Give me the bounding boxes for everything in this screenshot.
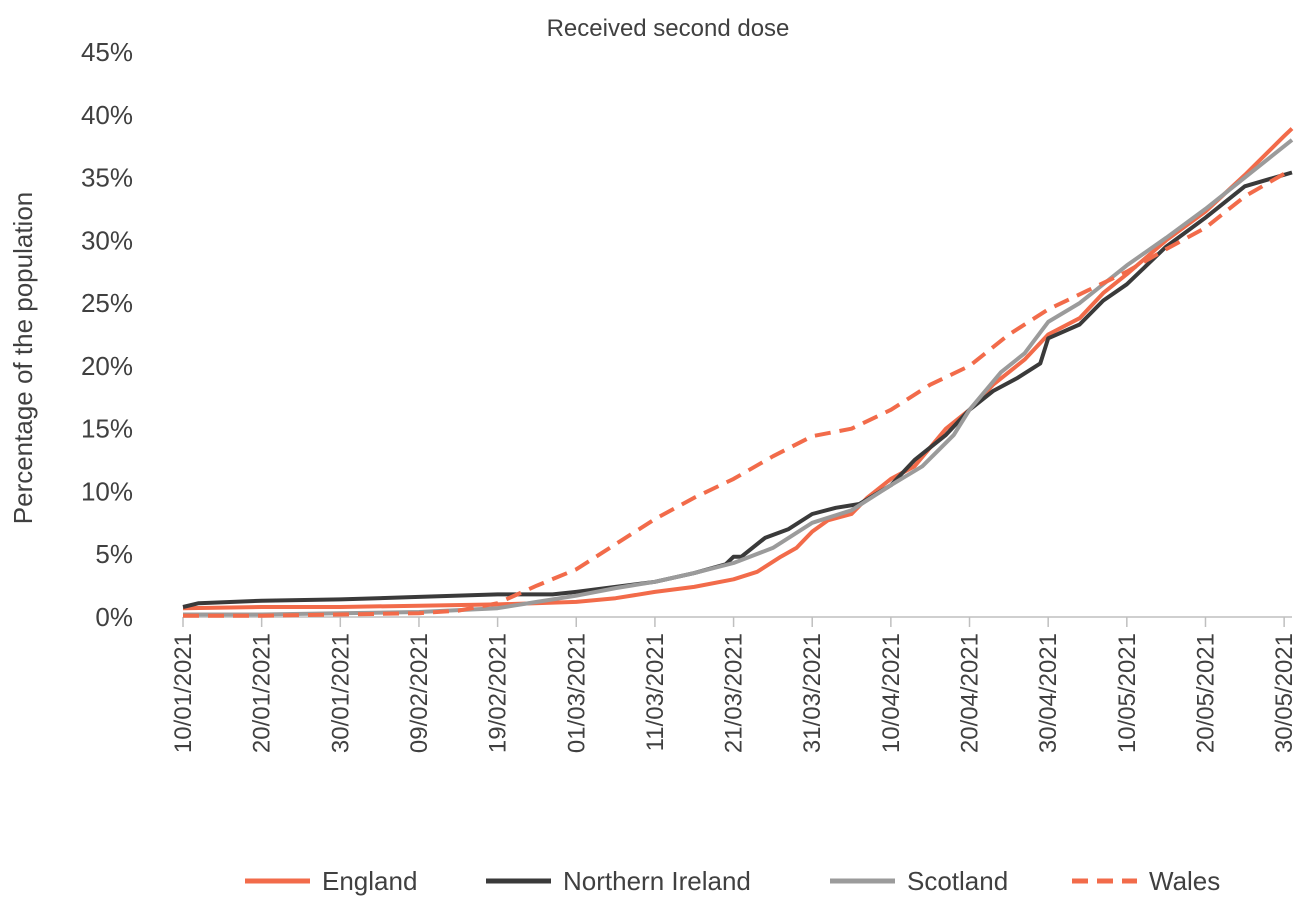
- series-lines: [182, 127, 1294, 618]
- legend-item-northern-ireland: Northern Ireland: [486, 866, 751, 896]
- x-tick-label: 20/04/2021: [957, 633, 984, 753]
- x-tick-label: 09/02/2021: [406, 633, 433, 753]
- x-tick-label: 11/03/2021: [642, 633, 669, 751]
- y-tick-label: 5%: [95, 539, 133, 569]
- x-tick-label: 01/03/2021: [563, 633, 590, 753]
- y-tick-label: 30%: [81, 225, 133, 255]
- x-tick-label: 30/04/2021: [1035, 633, 1062, 753]
- legend-label: England: [322, 866, 417, 896]
- series-line-scotland: [183, 138, 1294, 617]
- series-line-wales: [183, 168, 1293, 618]
- x-tick-label: 30/01/2021: [327, 633, 354, 753]
- series-line-england: [182, 127, 1294, 611]
- y-axis-label: Percentage of the population: [8, 192, 38, 524]
- legend-label: Wales: [1149, 866, 1220, 896]
- legend-label: Northern Ireland: [563, 866, 751, 896]
- series-line-northern-ireland: [182, 170, 1293, 609]
- y-axis-ticks: 0% 5% 10% 15% 20% 25% 30% 35% 40% 45%: [81, 37, 133, 632]
- y-tick-label: 0%: [95, 602, 133, 632]
- y-tick-label: 25%: [81, 288, 133, 318]
- x-tick-label: 21/03/2021: [721, 633, 748, 753]
- x-tick-label: 10/05/2021: [1114, 633, 1141, 753]
- x-tick-label: 31/03/2021: [799, 633, 826, 753]
- x-tick-label: 20/01/2021: [249, 633, 276, 753]
- x-tick-label: 19/02/2021: [485, 633, 512, 753]
- x-tick-label: 10/04/2021: [878, 633, 905, 753]
- y-tick-label: 45%: [81, 37, 133, 67]
- chart-title: Received second dose: [547, 15, 790, 42]
- x-tick-label: 10/01/2021: [170, 633, 197, 753]
- y-tick-label: 10%: [81, 476, 133, 506]
- legend-label: Scotland: [907, 866, 1008, 896]
- y-tick-label: 35%: [81, 163, 133, 193]
- y-tick-label: 15%: [81, 414, 133, 444]
- legend-item-wales: Wales: [1072, 866, 1220, 896]
- x-tick-label: 20/05/2021: [1192, 633, 1219, 753]
- legend-item-scotland: Scotland: [830, 866, 1008, 896]
- x-axis-ticks: 10/01/2021 20/01/2021 30/01/2021 09/02/2021…: [170, 617, 1298, 753]
- y-tick-label: 40%: [81, 100, 133, 130]
- legend: England Northern Ireland Scotland Wales: [245, 866, 1220, 896]
- y-tick-label: 20%: [81, 351, 133, 381]
- legend-item-england: England: [245, 866, 417, 896]
- x-tick-label: 30/05/2021: [1271, 633, 1298, 753]
